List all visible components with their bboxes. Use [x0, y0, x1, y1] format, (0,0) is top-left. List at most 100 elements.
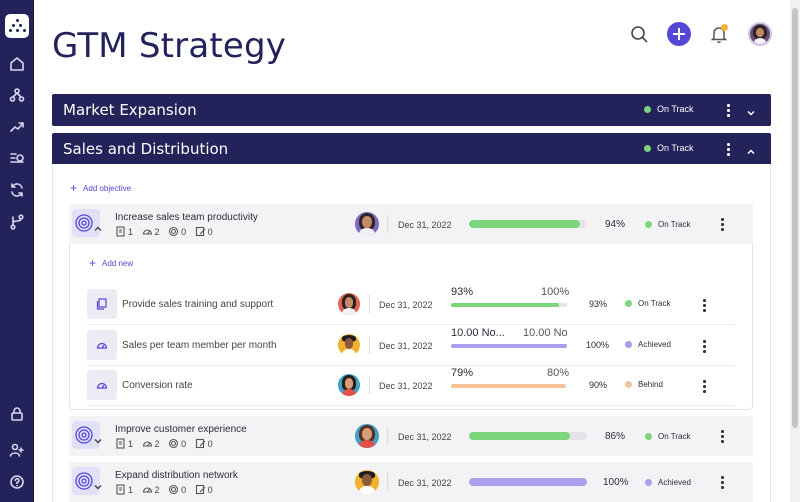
key-result-row[interactable]: Sales per team member per month Dec 31, …	[87, 326, 735, 366]
group-title: Sales and Distribution	[63, 140, 229, 158]
scrollbar-thumb[interactable]	[792, 8, 798, 428]
objective-row[interactable]: Increase sales team productivity 1 2 0 0…	[69, 204, 753, 244]
more-options-icon[interactable]	[726, 103, 730, 117]
progress-fill	[469, 478, 587, 486]
key-results-panel	[69, 244, 753, 410]
objective-row[interactable]: Expand distribution network 1 2 0 0 Dec …	[69, 462, 753, 502]
sidebar	[0, 0, 34, 502]
progress-percent: 94%	[605, 219, 626, 230]
group-bar-market-expansion[interactable]: Market Expansion On Track	[52, 94, 771, 126]
progress-percent: 86%	[605, 431, 626, 442]
add-new-link[interactable]: + Add new	[89, 256, 134, 270]
due-date: Dec 31, 2022	[379, 300, 433, 310]
gauge-count: 2	[142, 438, 160, 449]
docs-icon	[87, 289, 117, 319]
objective-title: Improve customer experience	[115, 424, 247, 435]
target-value: 80%	[547, 367, 570, 379]
scrollbar[interactable]	[790, 0, 800, 502]
notification-bell-icon[interactable]	[710, 24, 728, 44]
more-options-icon[interactable]	[702, 298, 706, 312]
progress-bar	[469, 432, 587, 440]
progress-fill	[451, 384, 565, 388]
docs-count: 1	[115, 226, 133, 237]
progress-fill	[451, 344, 567, 348]
current-value: 10.00 No...	[451, 327, 505, 339]
status-badge: On Track	[644, 143, 694, 153]
owner-avatar[interactable]	[355, 212, 379, 236]
page-title: GTM Strategy	[52, 26, 287, 66]
chevron-down-icon[interactable]	[94, 478, 102, 490]
progress-percent: 100%	[603, 477, 629, 488]
due-date: Dec 31, 2022	[379, 341, 433, 351]
search-icon[interactable]	[628, 22, 652, 46]
progress-fill	[451, 303, 559, 307]
key-result-title: Sales per team member per month	[122, 340, 277, 351]
owner-avatar[interactable]	[355, 424, 379, 448]
due-date: Dec 31, 2022	[398, 432, 452, 442]
target-value: 100%	[541, 286, 570, 298]
key-result-row[interactable]: Conversion rate Dec 31, 2022 79% 80% 90%…	[87, 366, 735, 406]
edit-count: 0	[195, 226, 213, 237]
chevron-up-icon[interactable]	[746, 144, 756, 155]
progress-bar	[469, 220, 587, 228]
gauge-count: 2	[142, 484, 160, 495]
more-options-icon[interactable]	[726, 142, 730, 156]
branch-icon[interactable]	[9, 214, 25, 230]
status-badge: Achieved	[625, 340, 671, 349]
due-date: Dec 31, 2022	[379, 381, 433, 391]
user-add-icon[interactable]	[9, 442, 25, 458]
chevron-down-icon[interactable]	[746, 105, 756, 116]
help-icon[interactable]	[9, 474, 25, 490]
more-options-icon[interactable]	[702, 339, 706, 353]
list-icon[interactable]	[9, 150, 25, 166]
refresh-icon[interactable]	[9, 182, 25, 198]
progress-fill	[469, 432, 571, 440]
objective-title: Expand distribution network	[115, 470, 238, 481]
progress-fill	[469, 220, 580, 228]
key-result-title: Conversion rate	[122, 380, 193, 391]
gauge-icon	[87, 330, 117, 360]
trend-icon[interactable]	[9, 119, 25, 135]
objective-title: Increase sales team productivity	[115, 212, 258, 223]
target-icon	[72, 467, 100, 495]
hierarchy-icon[interactable]	[9, 87, 25, 103]
add-button[interactable]	[667, 22, 691, 46]
current-value: 79%	[451, 367, 474, 379]
more-options-icon[interactable]	[720, 217, 724, 231]
lock-icon[interactable]	[9, 406, 25, 422]
more-options-icon[interactable]	[702, 379, 706, 393]
target-icon	[72, 421, 100, 449]
home-icon[interactable]	[9, 56, 25, 72]
edit-count: 0	[195, 484, 213, 495]
status-badge: Behind	[625, 380, 663, 389]
app-logo[interactable]	[5, 14, 29, 38]
gauge-count: 2	[142, 226, 160, 237]
more-options-icon[interactable]	[720, 475, 724, 489]
progress-bar	[451, 384, 567, 388]
progress-bar	[469, 478, 587, 486]
chevron-up-icon[interactable]	[94, 220, 102, 231]
target-count: 0	[168, 226, 186, 237]
objective-metrics: 1 2 0 0	[115, 438, 219, 449]
status-badge: On Track	[625, 299, 670, 308]
current-value: 93%	[451, 286, 474, 298]
target-count: 0	[168, 484, 186, 495]
docs-count: 1	[115, 484, 133, 495]
progress-percent: 93%	[589, 299, 608, 309]
owner-avatar[interactable]	[338, 374, 360, 396]
owner-avatar[interactable]	[338, 293, 360, 315]
chevron-down-icon[interactable]	[94, 432, 102, 444]
more-options-icon[interactable]	[720, 429, 724, 443]
group-bar-sales-distribution[interactable]: Sales and Distribution On Track	[52, 133, 771, 165]
owner-avatar[interactable]	[355, 470, 379, 494]
owner-avatar[interactable]	[338, 334, 360, 356]
user-avatar[interactable]	[748, 22, 772, 46]
key-result-row[interactable]: Provide sales training and support Dec 3…	[87, 285, 735, 325]
objective-metrics: 1 2 0 0	[115, 484, 219, 495]
target-icon	[72, 209, 100, 237]
progress-percent: 100%	[586, 340, 610, 350]
objective-row[interactable]: Improve customer experience 1 2 0 0 Dec …	[69, 416, 753, 456]
due-date: Dec 31, 2022	[398, 220, 452, 230]
add-objective-link[interactable]: + Add objective	[70, 181, 132, 195]
